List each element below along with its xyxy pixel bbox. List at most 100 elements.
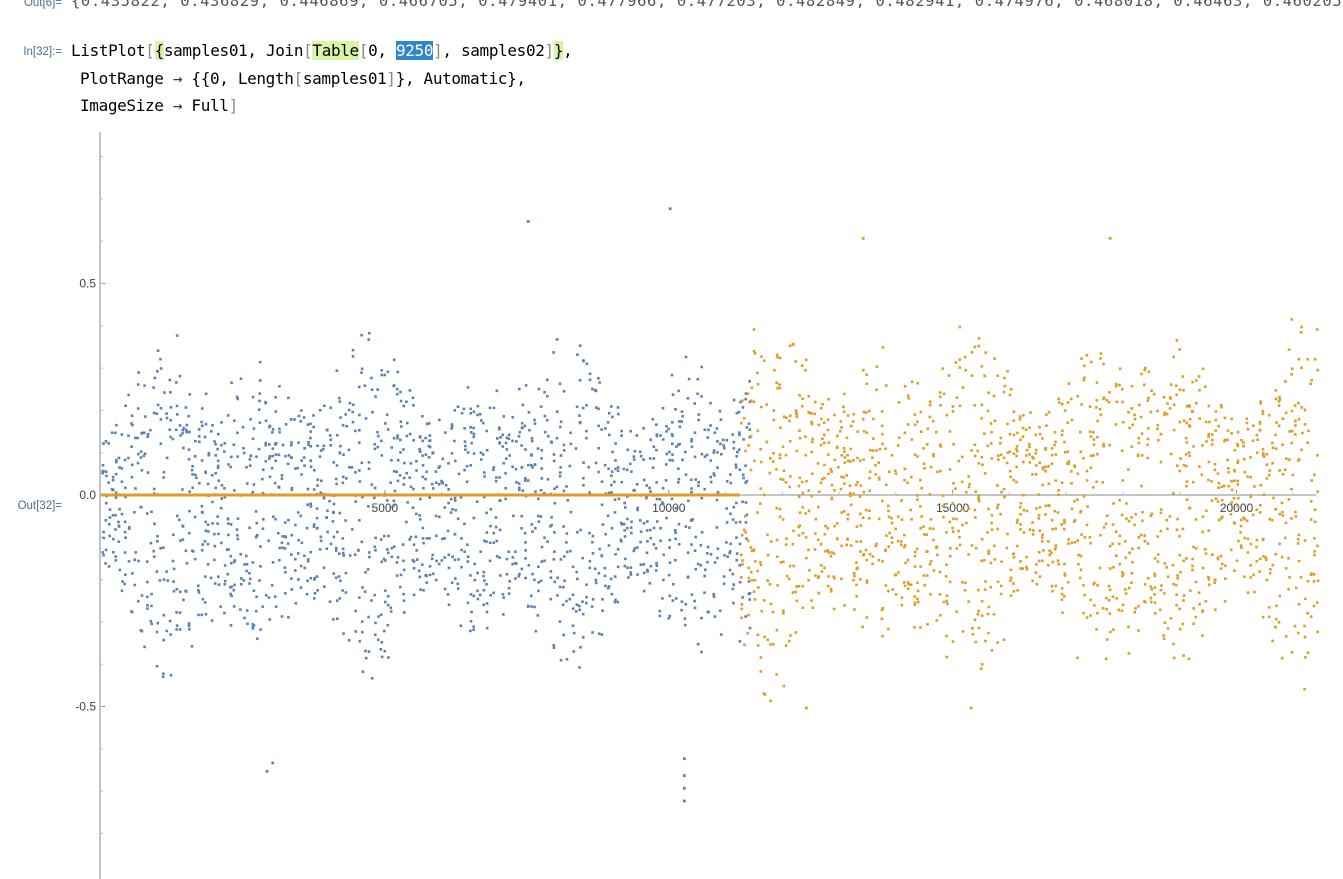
data-point (916, 382, 920, 385)
data-point (757, 586, 760, 589)
data-point (1175, 393, 1178, 397)
data-point (412, 404, 415, 407)
data-point (1047, 410, 1051, 414)
data-point (175, 334, 179, 337)
data-point (1022, 508, 1026, 512)
selected-number[interactable]: 9250 (395, 41, 434, 60)
data-point (175, 587, 179, 591)
data-point (571, 565, 575, 569)
data-point (887, 627, 890, 631)
data-point (300, 459, 303, 462)
data-point (572, 650, 575, 653)
data-point (146, 580, 149, 584)
data-point (1149, 410, 1153, 414)
data-point (1051, 589, 1054, 593)
data-point (672, 582, 675, 586)
data-point (996, 503, 1000, 507)
data-point (732, 583, 735, 586)
in32-input-line-2[interactable]: PlotRange → {{0, Length[samples01]}, Aut… (80, 69, 526, 88)
data-point (518, 430, 522, 434)
data-point (1108, 544, 1112, 548)
data-point (316, 526, 319, 530)
data-point (1156, 423, 1160, 427)
data-point (706, 545, 710, 549)
data-point (1240, 439, 1243, 442)
data-point (804, 536, 808, 539)
data-point (1306, 579, 1310, 583)
data-point (1287, 348, 1291, 351)
data-point (283, 521, 287, 524)
data-point (574, 610, 578, 613)
data-point (910, 517, 913, 521)
data-point (435, 481, 438, 484)
data-point (1050, 551, 1053, 554)
data-point (559, 558, 563, 561)
data-point (277, 485, 280, 489)
data-point (1073, 499, 1076, 503)
data-point (1178, 388, 1182, 391)
data-point (939, 469, 942, 473)
in32-label[interactable]: In[32]:= (23, 46, 62, 58)
data-point (795, 415, 799, 419)
data-point (816, 462, 820, 465)
data-point (1278, 469, 1281, 472)
data-point (588, 378, 592, 382)
data-point (1012, 590, 1016, 593)
data-point (744, 501, 748, 504)
data-point (1070, 507, 1074, 511)
data-point (547, 434, 550, 438)
data-point (383, 629, 386, 633)
data-point (341, 537, 345, 540)
data-point (760, 609, 763, 613)
data-point (539, 405, 543, 408)
data-point (1038, 425, 1041, 429)
data-point (916, 494, 919, 497)
data-point (688, 526, 691, 529)
data-point (281, 535, 284, 538)
data-point (748, 380, 751, 383)
data-point (1265, 452, 1268, 456)
data-point (1171, 563, 1175, 567)
data-point (576, 353, 579, 356)
data-point (654, 569, 658, 572)
data-point (826, 418, 830, 422)
data-point (1258, 428, 1262, 432)
data-point (309, 502, 312, 506)
data-point (747, 613, 750, 617)
data-point (625, 468, 629, 472)
data-point (913, 550, 917, 554)
data-point (559, 454, 563, 457)
data-point (1316, 454, 1319, 457)
in32-input-line-3[interactable]: ImageSize → Full] (80, 96, 238, 115)
in32-input-line-1[interactable]: ListPlot[{samples01, Join[Table[0, 9250]… (71, 41, 573, 60)
data-point (928, 493, 932, 496)
data-point (741, 406, 745, 409)
data-point (542, 491, 546, 495)
data-point (1108, 443, 1111, 447)
data-point (226, 517, 230, 521)
data-point (977, 626, 981, 630)
data-point (478, 593, 482, 597)
data-point (562, 390, 566, 393)
outlier-point (805, 706, 808, 710)
data-point (958, 325, 962, 329)
data-point (1142, 383, 1146, 387)
data-point (290, 577, 293, 580)
data-point (1259, 402, 1262, 405)
data-point (827, 551, 830, 554)
data-point (339, 579, 342, 583)
data-point (782, 684, 786, 688)
data-point (379, 648, 383, 651)
data-point (348, 401, 352, 405)
data-point (608, 433, 611, 437)
data-point (1172, 642, 1175, 646)
data-point (868, 409, 871, 413)
data-point (843, 450, 846, 453)
data-point (1316, 630, 1319, 634)
data-point (1016, 518, 1019, 522)
data-point (213, 582, 217, 585)
data-point (245, 569, 248, 573)
data-point (830, 483, 834, 487)
plotrange-token: PlotRange (80, 69, 173, 88)
